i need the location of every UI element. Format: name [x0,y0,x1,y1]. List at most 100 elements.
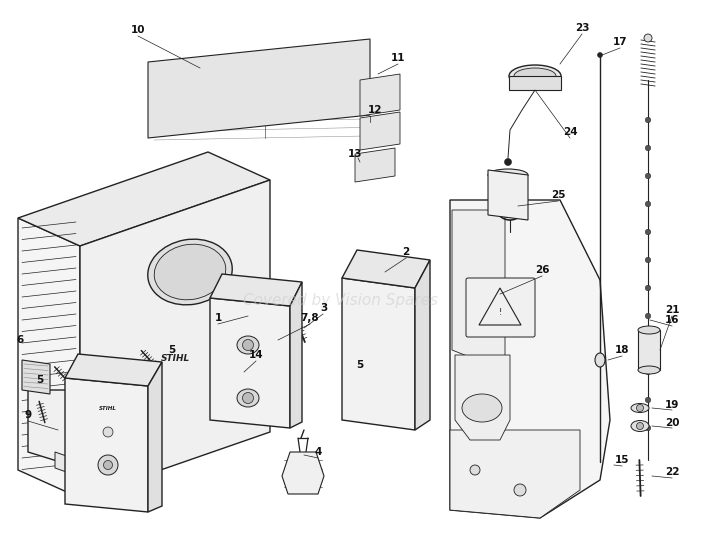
Ellipse shape [237,336,259,354]
Text: 4: 4 [314,447,322,457]
Text: 14: 14 [248,350,264,360]
Circle shape [243,339,253,351]
Text: 9: 9 [24,410,32,420]
Polygon shape [282,452,324,494]
Ellipse shape [631,421,649,432]
Text: 18: 18 [615,345,629,355]
Polygon shape [638,330,660,370]
Circle shape [645,117,651,123]
Text: 5: 5 [37,375,44,385]
Polygon shape [290,282,302,428]
Circle shape [645,173,651,179]
Circle shape [236,326,243,334]
Polygon shape [65,354,162,386]
Ellipse shape [509,65,561,87]
Text: 21: 21 [665,305,679,315]
Polygon shape [80,180,270,498]
Ellipse shape [488,169,528,181]
Circle shape [220,329,226,337]
Text: 22: 22 [665,467,679,477]
Circle shape [636,422,643,430]
Ellipse shape [237,389,259,407]
Text: 23: 23 [574,23,589,33]
Text: 19: 19 [665,400,679,410]
Text: 5: 5 [356,360,363,370]
Ellipse shape [631,404,649,413]
Polygon shape [342,250,430,288]
Text: 12: 12 [368,105,382,115]
Text: 26: 26 [535,265,549,275]
Circle shape [514,484,526,496]
Polygon shape [509,76,561,90]
Polygon shape [450,200,610,518]
Text: 17: 17 [612,37,628,47]
Polygon shape [415,260,430,430]
Polygon shape [18,152,270,246]
Circle shape [645,369,651,375]
Circle shape [98,455,118,475]
Text: STIHL: STIHL [160,353,190,362]
Polygon shape [210,274,302,306]
Polygon shape [450,430,580,518]
Text: 10: 10 [131,25,145,35]
Polygon shape [55,452,75,475]
Circle shape [645,341,651,347]
Circle shape [103,427,113,437]
Polygon shape [148,39,370,138]
Polygon shape [360,112,400,150]
Circle shape [645,145,651,151]
Circle shape [645,201,651,207]
Circle shape [95,385,105,395]
Circle shape [103,460,113,469]
Text: 5: 5 [169,345,176,355]
Circle shape [505,158,511,166]
Ellipse shape [462,394,502,422]
Polygon shape [22,360,50,394]
Polygon shape [488,170,528,220]
Polygon shape [355,148,395,182]
Text: 25: 25 [551,190,565,200]
Ellipse shape [148,239,232,305]
Circle shape [636,404,643,412]
Text: 2: 2 [402,247,410,257]
Ellipse shape [366,325,390,345]
Circle shape [372,329,384,341]
Polygon shape [342,278,415,430]
Text: 16: 16 [665,315,679,325]
Polygon shape [65,378,148,512]
Circle shape [372,384,384,396]
Polygon shape [28,390,95,465]
Circle shape [644,34,652,42]
Circle shape [645,229,651,235]
Ellipse shape [638,366,660,374]
Text: 13: 13 [348,149,363,159]
FancyBboxPatch shape [466,278,535,337]
Polygon shape [455,355,510,440]
Text: STIHL: STIHL [99,405,117,410]
Text: Covered by Vision Spares: Covered by Vision Spares [243,292,437,307]
Circle shape [243,393,253,404]
Polygon shape [18,218,80,498]
Text: 11: 11 [391,53,405,63]
Text: 24: 24 [563,127,577,137]
Text: 1: 1 [215,313,222,323]
Ellipse shape [595,353,605,367]
Circle shape [645,313,651,319]
Circle shape [470,465,480,475]
Text: 15: 15 [615,455,629,465]
Text: 7,8: 7,8 [301,313,320,323]
Ellipse shape [366,380,390,400]
Ellipse shape [154,244,225,300]
Circle shape [645,285,651,291]
Text: !: ! [498,307,502,316]
Ellipse shape [638,326,660,334]
Polygon shape [360,74,400,116]
Polygon shape [452,210,505,365]
Ellipse shape [514,68,556,84]
Text: 20: 20 [665,418,679,428]
Polygon shape [210,298,290,428]
Text: 6: 6 [17,335,24,345]
Circle shape [645,257,651,263]
Circle shape [645,425,651,431]
Circle shape [645,397,651,403]
